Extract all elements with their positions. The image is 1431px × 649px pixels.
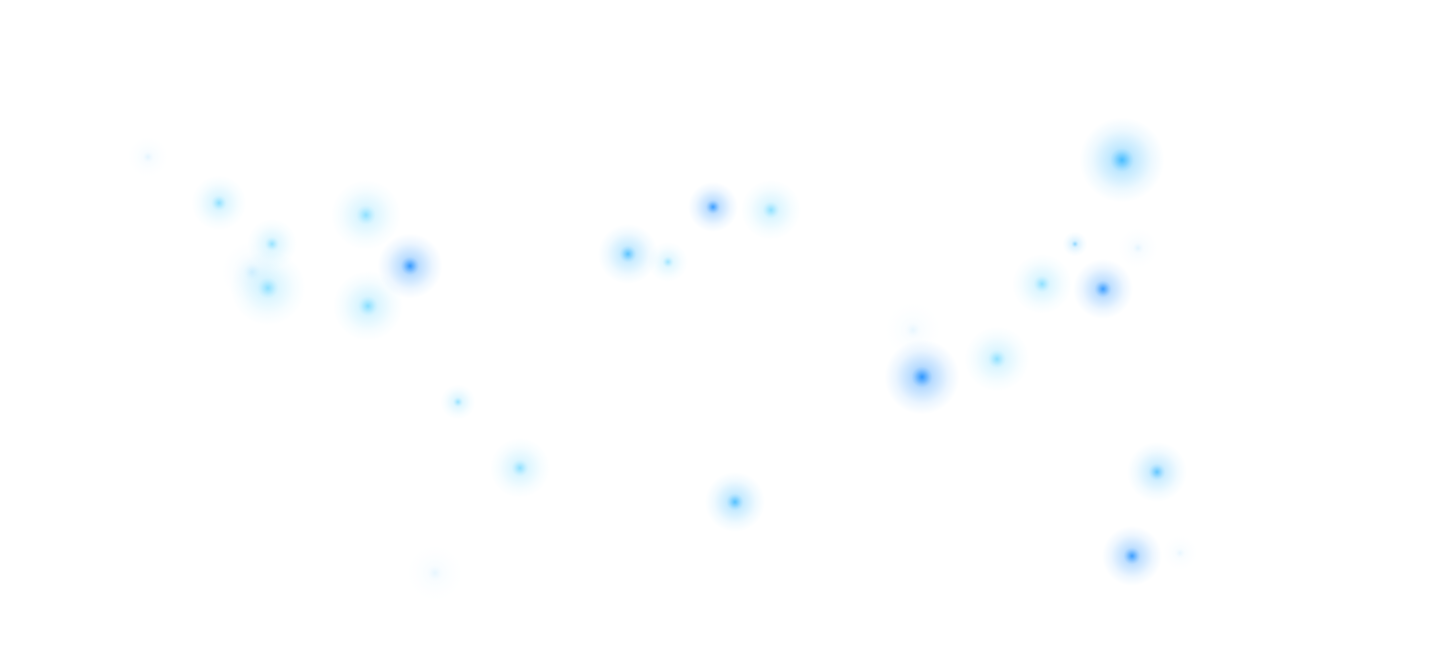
hotspot-core [142, 151, 154, 163]
hotspot-glow [440, 384, 476, 420]
hotspot-core [706, 200, 720, 214]
hotspot-glow [1073, 259, 1133, 319]
hotspot-core [1175, 548, 1185, 558]
hotspot-glow [964, 326, 1030, 392]
hotspot-core [211, 195, 227, 211]
hotspot-glow [648, 242, 688, 282]
hotspot-glow [490, 438, 550, 498]
hotspot-core [1094, 280, 1112, 298]
hotspot-core [911, 366, 933, 388]
hotspot-core [726, 493, 744, 511]
hotspot-glow [230, 250, 306, 326]
hotspot-core [1071, 240, 1079, 248]
hotspot-glow [128, 137, 168, 177]
hotspot-glow [1079, 117, 1165, 203]
hotspot-glow [1127, 442, 1187, 502]
hotspot-core [257, 277, 279, 299]
hotspot-core [1132, 242, 1144, 254]
hotspot-core [356, 205, 376, 225]
hotspot-core [453, 397, 463, 407]
hotspot-core [662, 256, 674, 268]
hotspot-core [1110, 148, 1134, 172]
hotspot-core [619, 245, 637, 263]
hotspot-glow [377, 233, 443, 299]
hotspot-core [1123, 547, 1141, 565]
hotspot-layer [128, 117, 1198, 601]
hotspot-core [427, 565, 443, 581]
hotspot-glow [598, 224, 658, 284]
hotspot-glow [1102, 526, 1162, 586]
hotspot-glow [331, 180, 401, 250]
hotspot-core [1033, 275, 1051, 293]
hotspot-glow [1012, 254, 1072, 314]
hotspot-core [762, 201, 780, 219]
hotspot-core [511, 459, 529, 477]
hotspot-glow [741, 180, 801, 240]
hotspot-glow [705, 472, 765, 532]
hotspot-glow [1162, 535, 1198, 571]
hotspot-glow [407, 545, 463, 601]
hotspot-core [400, 256, 420, 276]
hotspot-glow [688, 182, 738, 232]
hotspot-glow [884, 339, 960, 415]
hotspot-core [905, 322, 921, 338]
hotspot-core [987, 349, 1007, 369]
hotspot-core [358, 296, 378, 316]
hotspot-glow [1062, 231, 1088, 257]
hotspot-glow [191, 175, 247, 231]
hotspot-core [1148, 463, 1166, 481]
hotspot-glow [1118, 228, 1158, 268]
hotspot-glow [333, 271, 403, 341]
